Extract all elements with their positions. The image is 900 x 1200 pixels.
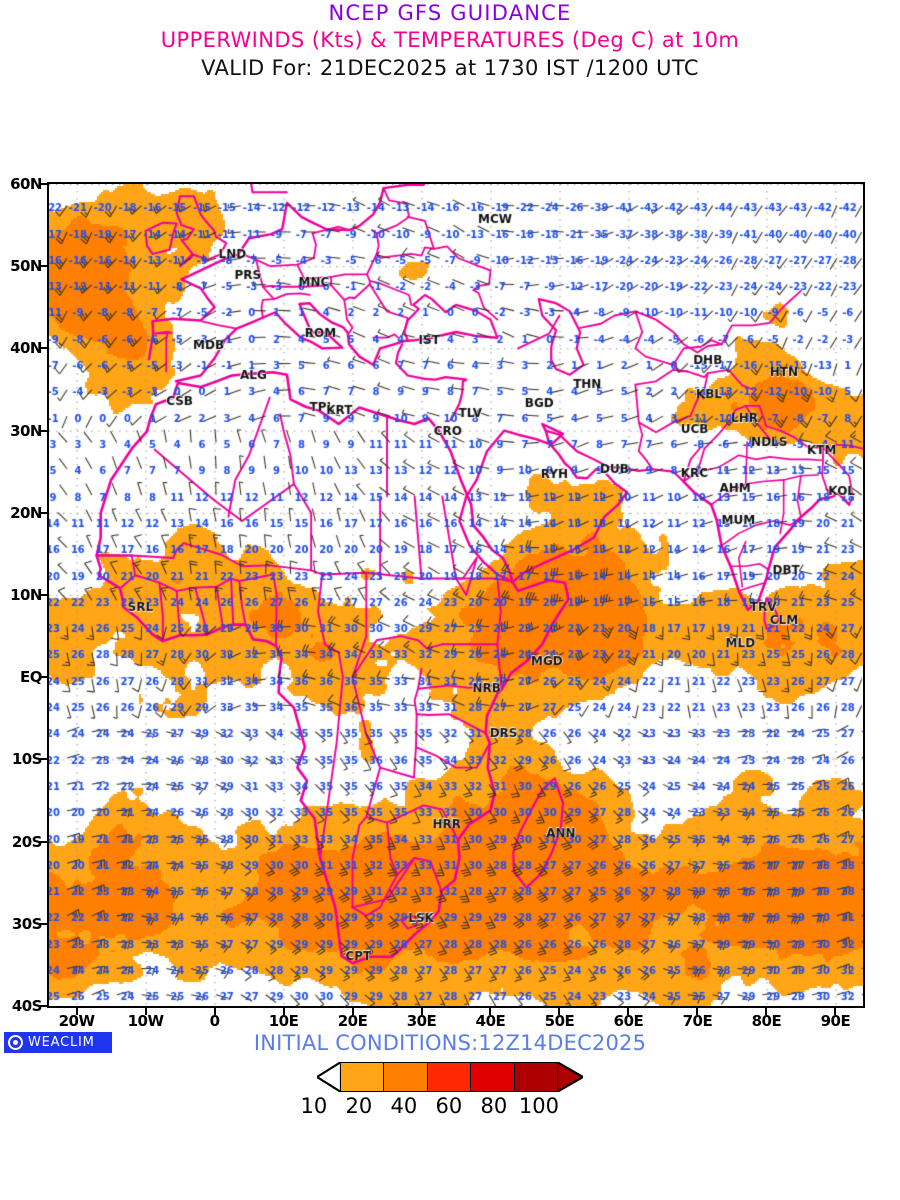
y-axis-label: 10N <box>10 586 42 604</box>
x-axis-tick <box>696 1008 699 1015</box>
colorbar-cell <box>470 1062 516 1092</box>
y-axis-tick <box>39 1005 47 1007</box>
x-axis-label: 40E <box>475 1012 506 1030</box>
weaclim-label: WEACLIM <box>28 1035 95 1050</box>
weaclim-watermark: WEACLIM <box>4 1032 112 1053</box>
x-axis-tick <box>627 1008 630 1015</box>
x-axis-label: 60E <box>613 1012 644 1030</box>
weather-map-canvas <box>49 184 863 1006</box>
x-axis-tick <box>213 1008 216 1015</box>
y-axis-tick <box>39 840 47 843</box>
title-line-3: VALID For: 21DEC2025 at 1730 IST /1200 U… <box>201 56 699 80</box>
colorbar <box>0 1060 900 1094</box>
colorbar-cells <box>315 1060 585 1094</box>
y-axis-tick <box>39 265 47 268</box>
colorbar-under-cap <box>315 1060 343 1094</box>
y-axis-tick <box>39 183 47 185</box>
y-axis-label: 60N <box>10 175 42 193</box>
y-axis-tick <box>39 511 47 514</box>
y-axis-label: 20S <box>11 832 43 851</box>
x-axis-tick <box>558 1008 561 1015</box>
x-axis-tick <box>420 1008 423 1015</box>
x-axis-tick <box>351 1008 354 1015</box>
chart-title-block: NCEP GFS GUIDANCE UPPERWINDS (Kts) & TEM… <box>0 0 900 82</box>
y-axis-label: 30N <box>10 421 42 440</box>
y-axis-tick <box>39 429 47 432</box>
colorbar-tick: 40 <box>390 1094 418 1118</box>
x-axis-label: 80E <box>751 1012 782 1030</box>
y-axis-tick <box>39 922 47 925</box>
title-line-1: NCEP GFS GUIDANCE <box>328 1 572 25</box>
x-axis-label: 20W <box>58 1012 95 1030</box>
y-axis-label: 10S <box>11 750 43 769</box>
colorbar-tick: 60 <box>435 1094 463 1118</box>
x-axis-label: 50E <box>544 1012 575 1030</box>
x-axis-label: 30E <box>406 1012 437 1030</box>
colorbar-tick: 80 <box>480 1094 508 1118</box>
y-axis-label: 40S <box>11 997 43 1015</box>
title-line-2: UPPERWINDS (Kts) & TEMPERATURES (Deg C) … <box>160 28 740 52</box>
y-axis-tick <box>39 758 47 761</box>
x-axis-tick <box>282 1008 285 1015</box>
colorbar-tick: 100 <box>518 1094 559 1118</box>
x-axis-label: 70E <box>682 1012 713 1030</box>
colorbar-cell <box>426 1062 472 1092</box>
map-plot-area <box>47 182 865 1008</box>
copyright-icon <box>8 1035 23 1050</box>
x-axis-label: 10E <box>268 1012 299 1030</box>
x-axis-label: 10W <box>127 1012 164 1030</box>
y-axis-tick <box>39 594 47 596</box>
colorbar-cell <box>339 1062 385 1092</box>
y-axis-label: 30S <box>11 914 43 933</box>
colorbar-tick: 20 <box>345 1094 373 1118</box>
y-axis-tick <box>39 676 47 679</box>
y-axis-label: 40N <box>10 339 42 358</box>
colorbar-over-cap <box>555 1060 585 1094</box>
colorbar-tick: 10 <box>300 1094 328 1118</box>
x-axis-tick <box>834 1008 837 1015</box>
x-axis-tick <box>144 1008 147 1015</box>
x-axis-label: 20E <box>337 1012 368 1030</box>
colorbar-cell <box>513 1062 559 1092</box>
colorbar-cell <box>383 1062 429 1092</box>
initial-conditions-label: INITIAL CONDITIONS:12Z14DEC2025 <box>253 1031 647 1055</box>
y-axis-label: 50N <box>10 257 42 276</box>
y-axis-tick <box>39 347 47 350</box>
x-axis-tick <box>489 1008 492 1015</box>
y-axis-label: 20N <box>10 503 42 522</box>
x-axis-tick <box>75 1008 78 1015</box>
x-axis-label: 0 <box>209 1012 220 1030</box>
x-axis-label: 90E <box>820 1012 851 1030</box>
y-axis-label: EQ <box>20 668 43 687</box>
x-axis-tick <box>765 1008 768 1015</box>
